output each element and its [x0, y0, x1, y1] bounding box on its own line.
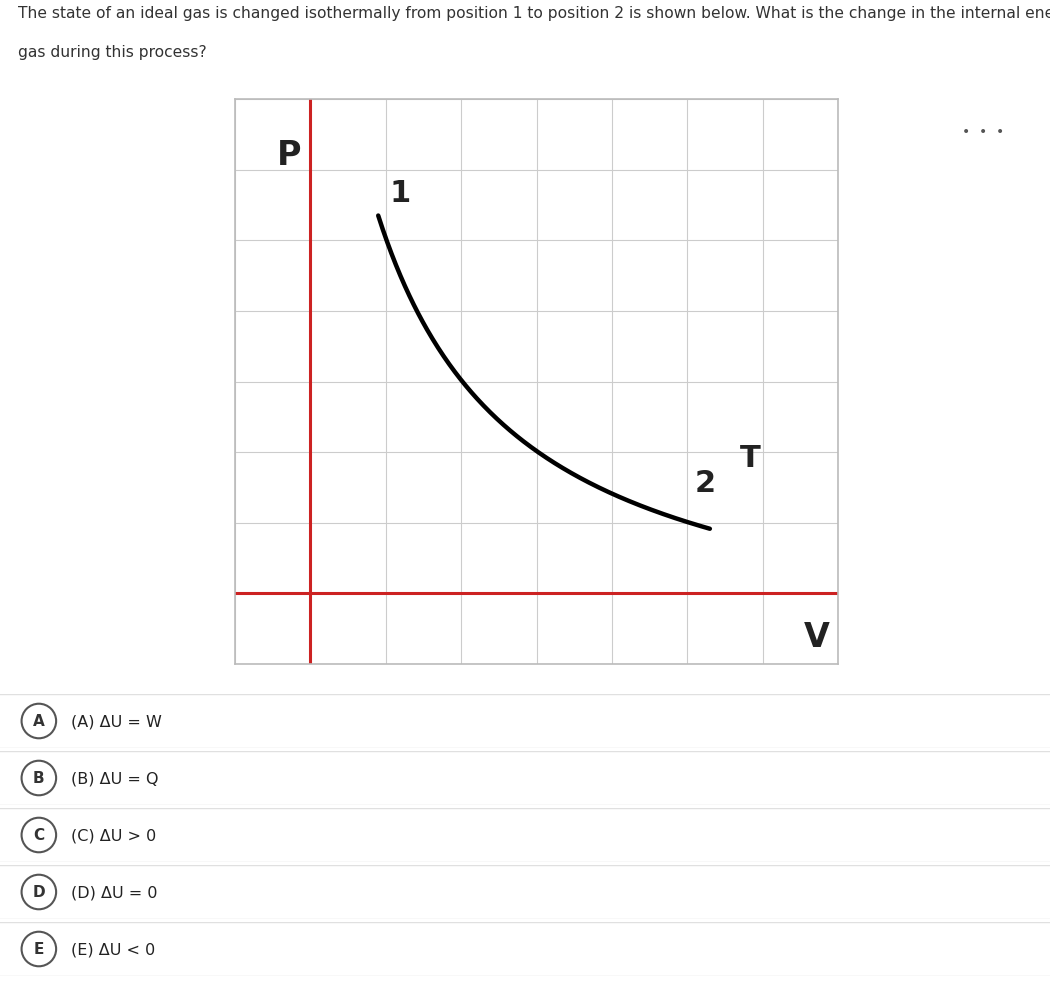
- Text: (E) ΔU < 0: (E) ΔU < 0: [71, 942, 155, 957]
- Text: C: C: [34, 827, 44, 843]
- Text: (A) ΔU = W: (A) ΔU = W: [71, 714, 163, 729]
- Text: D: D: [33, 885, 45, 900]
- Ellipse shape: [22, 817, 56, 853]
- Ellipse shape: [22, 761, 56, 795]
- Text: T: T: [740, 443, 761, 472]
- Ellipse shape: [22, 875, 56, 910]
- Text: •  •  •: • • •: [962, 125, 1005, 139]
- Text: E: E: [34, 942, 44, 957]
- Text: P: P: [276, 138, 301, 172]
- Text: (D) ΔU = 0: (D) ΔU = 0: [71, 885, 158, 900]
- Text: (B) ΔU = Q: (B) ΔU = Q: [71, 770, 159, 785]
- Text: A: A: [33, 714, 45, 729]
- Ellipse shape: [22, 932, 56, 966]
- Text: B: B: [33, 770, 45, 785]
- Text: V: V: [804, 621, 830, 654]
- Text: (C) ΔU > 0: (C) ΔU > 0: [71, 827, 156, 843]
- Text: 2: 2: [695, 468, 716, 497]
- Text: gas during this process?: gas during this process?: [18, 44, 207, 59]
- Ellipse shape: [22, 704, 56, 738]
- Text: 1: 1: [390, 180, 411, 209]
- Text: The state of an ideal gas is changed isothermally from position 1 to position 2 : The state of an ideal gas is changed iso…: [18, 6, 1050, 21]
